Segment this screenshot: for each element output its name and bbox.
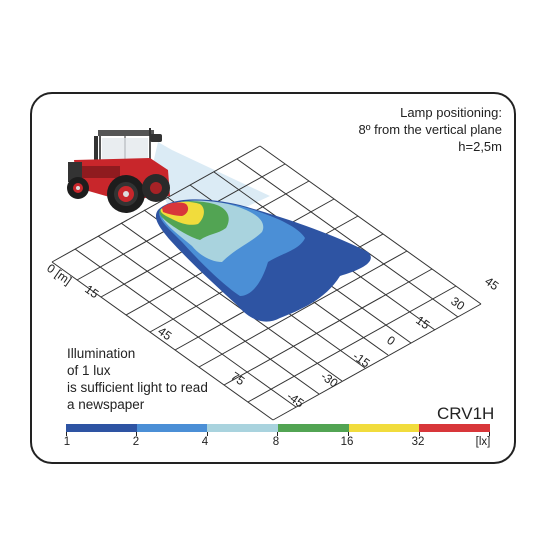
illumination-note: Illumination of 1 lux is sufficient ligh…: [67, 345, 208, 413]
scale-tick: [66, 432, 67, 436]
contour-32-lux: [162, 202, 189, 216]
tractor-icon: [67, 128, 170, 213]
isolux-contours: [155, 199, 371, 322]
model-name: CRV1H: [437, 404, 495, 423]
lateral-tick-label: 45: [482, 274, 501, 293]
lateral-tick-label: 15: [413, 313, 432, 332]
scale-tick: [207, 432, 208, 436]
scale-tick: [419, 432, 420, 436]
scale-label: 8: [272, 436, 280, 448]
scale-label: 2: [132, 436, 140, 448]
scale-segment: [278, 424, 349, 432]
scale-segment: [419, 424, 491, 432]
scale-segment: [348, 424, 420, 432]
lateral-tick-label: 0: [384, 333, 398, 348]
scale-labels: 1 2 4 8 16 32 [lx]: [0, 436, 550, 452]
distance-tick-label: 75: [228, 369, 247, 388]
distance-tick-label: 15: [82, 282, 101, 301]
lux-color-scale: [66, 424, 491, 432]
scale-segment: [136, 424, 208, 432]
scale-tick: [277, 432, 278, 436]
scale-label: 4: [201, 436, 209, 448]
lamp-note-line: 8º from the vertical plane: [358, 122, 502, 137]
light-beam: [152, 142, 270, 208]
illumination-note-line: is sufficient light to read: [67, 380, 208, 395]
illumination-note-line: a newspaper: [67, 397, 145, 412]
lateral-tick-label: -30: [318, 369, 341, 391]
lamp-note-line: h=2,5m: [458, 139, 502, 154]
illumination-note-line: of 1 lux: [67, 363, 111, 378]
lateral-tick-label: 30: [448, 294, 467, 313]
scale-tick: [489, 432, 490, 436]
scale-label: 32: [411, 436, 425, 448]
scale-label: 1: [63, 436, 71, 448]
scale-tick: [348, 432, 349, 436]
scale-segment: [66, 424, 137, 432]
lateral-tick-label: -15: [350, 349, 373, 371]
lamp-note-line: Lamp positioning:: [400, 105, 502, 120]
distance-axis-unit: 0 [m]: [44, 261, 74, 288]
scale-tick: [136, 432, 137, 436]
illumination-note-line: Illumination: [67, 346, 136, 361]
scale-label: 16: [340, 436, 354, 448]
lateral-tick-label: -45: [284, 389, 307, 411]
lamp-positioning-note: Lamp positioning: 8º from the vertical p…: [359, 104, 502, 155]
scale-unit: [lx]: [475, 436, 491, 448]
scale-segment: [207, 424, 279, 432]
